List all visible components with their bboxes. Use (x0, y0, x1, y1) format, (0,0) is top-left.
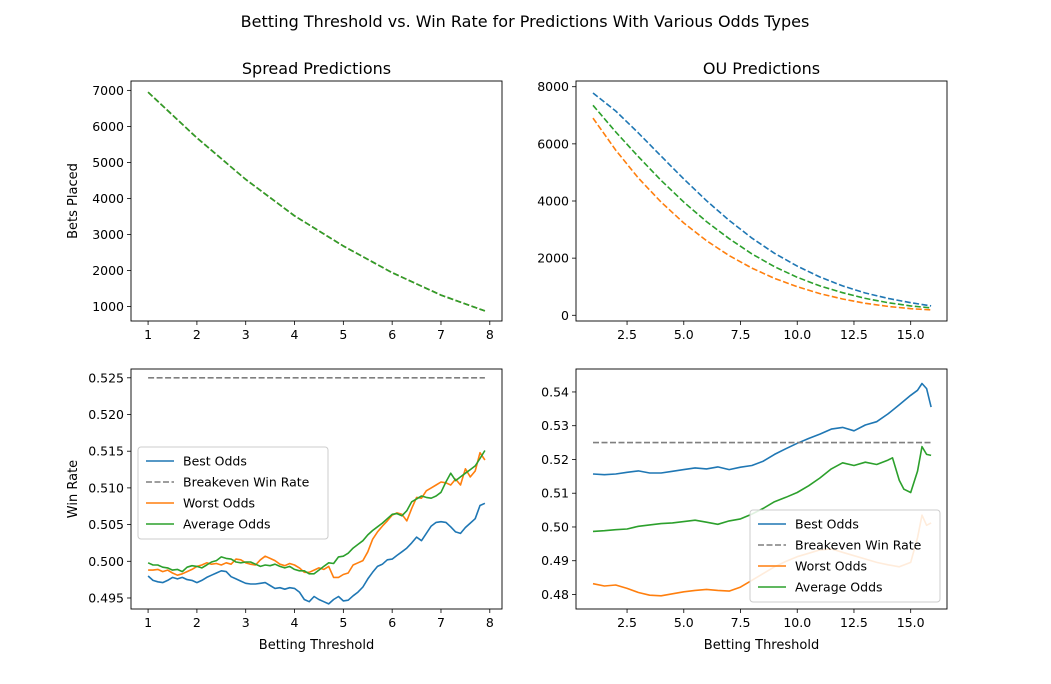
y-axis-label: Bets Placed (66, 163, 81, 239)
x-tick-label: 5 (339, 615, 347, 630)
x-tick-label: 5.0 (674, 615, 694, 630)
x-tick-label: 2 (193, 327, 201, 342)
y-tick-label: 0.54 (541, 384, 569, 399)
legend-label-breakeven: Breakeven Win Rate (795, 538, 922, 553)
x-tick-label: 2.5 (617, 327, 637, 342)
figure-title: Betting Threshold vs. Win Rate for Predi… (241, 12, 810, 31)
subplot-grid: 1 2 3 4 5 6 7 8 1000 2000 3000 4000 5000 6000 7000 Spre… (66, 59, 948, 653)
subplot-ou_winrate: 2.5 5.0 7.5 10.0 12.5 15.0 0.48 0.49 0.50 0.51 0.5… (541, 368, 948, 653)
legend-frame (749, 509, 941, 603)
y-tick-label: 0.52 (541, 452, 569, 467)
y-tick-label: 4000 (92, 191, 124, 206)
y-tick-label: 0.500 (88, 554, 124, 569)
series-line-average (147, 450, 486, 575)
legend-label-worst: Worst Odds (795, 559, 867, 574)
series-line-average (592, 104, 932, 309)
series-line-best (592, 382, 932, 476)
y-tick-label: 2000 (537, 251, 569, 266)
x-tick-label: 1 (144, 615, 152, 630)
x-tick-label: 8 (486, 327, 494, 342)
x-tick-label: 7.5 (731, 327, 751, 342)
y-tick-label: 0.495 (88, 590, 124, 605)
y-tick-label: 7000 (92, 83, 124, 98)
y-tick-label: 6000 (537, 136, 569, 151)
subplot-ou_bets: 2.5 5.0 7.5 10.0 12.5 15.0 0 2000 4000 6000 8000 OU… (537, 59, 948, 342)
y-tick-label: 0.51 (541, 486, 569, 501)
y-tick-label: 1000 (92, 299, 124, 314)
axes-frame (130, 80, 503, 322)
subplot-spread_bets: 1 2 3 4 5 6 7 8 1000 2000 3000 4000 5000 6000 7000 Spre… (66, 59, 503, 342)
x-tick-label: 2.5 (617, 615, 637, 630)
x-tick-label: 12.5 (840, 327, 868, 342)
legend: Best Odds Breakeven Win Rate Worst Odds Ave… (749, 509, 941, 603)
legend-label-best: Best Odds (183, 454, 247, 469)
y-tick-label: 2000 (92, 263, 124, 278)
y-tick-label: 8000 (537, 79, 569, 94)
x-tick-label: 2 (193, 615, 201, 630)
series-group (147, 91, 486, 312)
x-tick-label: 6 (388, 615, 396, 630)
x-tick-label: 12.5 (840, 615, 868, 630)
subplot-title: OU Predictions (703, 59, 820, 78)
y-tick-label: 0.520 (88, 407, 124, 422)
legend-label-best: Best Odds (795, 517, 859, 532)
y-tick-label: 0.515 (88, 444, 124, 459)
series-line-average (592, 445, 932, 533)
legend-label-breakeven: Breakeven Win Rate (183, 475, 310, 490)
x-tick-label: 7.5 (731, 615, 751, 630)
x-axis-label: Betting Threshold (259, 638, 374, 653)
legend-frame (137, 446, 329, 540)
x-tick-label: 3 (242, 327, 250, 342)
axes-frame (130, 368, 503, 610)
y-tick-label: 0 (561, 308, 569, 323)
series-line-best (147, 502, 486, 605)
y-tick-label: 0.53 (541, 418, 569, 433)
x-tick-label: 4 (291, 615, 299, 630)
series-line-worst (592, 117, 932, 311)
y-tick-label: 0.50 (541, 519, 569, 534)
legend-label-average: Average Odds (183, 517, 271, 532)
x-tick-label: 15.0 (897, 615, 925, 630)
x-tick-label: 5 (339, 327, 347, 342)
x-tick-label: 3 (242, 615, 250, 630)
x-tick-label: 1 (144, 327, 152, 342)
x-tick-label: 10.0 (783, 615, 811, 630)
y-tick-label: 0.49 (541, 553, 569, 568)
series-group (592, 92, 932, 311)
series-line-best (592, 92, 932, 307)
y-tick-label: 4000 (537, 194, 569, 209)
axes-frame (575, 368, 948, 610)
y-tick-label: 0.525 (88, 370, 124, 385)
series-line-average (147, 91, 486, 312)
y-tick-label: 3000 (92, 227, 124, 242)
x-tick-label: 10.0 (783, 327, 811, 342)
subplot-title: Spread Predictions (242, 59, 391, 78)
x-tick-label: 5.0 (674, 327, 694, 342)
y-axis-label: Win Rate (66, 460, 81, 518)
series-line-worst (148, 451, 486, 579)
series-group (147, 376, 486, 605)
subplot-spread_winrate: 1 2 3 4 5 6 7 8 0.495 0.500 0.505 0.510 0.515 0.520 0.… (66, 368, 503, 653)
y-tick-label: 0.48 (541, 587, 569, 602)
x-tick-label: 4 (291, 327, 299, 342)
x-tick-label: 7 (437, 327, 445, 342)
x-tick-label: 7 (437, 615, 445, 630)
x-tick-label: 15.0 (897, 327, 925, 342)
y-tick-label: 0.510 (88, 480, 124, 495)
x-axis-label: Betting Threshold (704, 638, 819, 653)
y-tick-label: 6000 (92, 119, 124, 134)
x-tick-label: 6 (388, 327, 396, 342)
legend-label-worst: Worst Odds (183, 496, 255, 511)
legend-label-average: Average Odds (795, 580, 883, 595)
x-tick-label: 8 (486, 615, 494, 630)
y-tick-label: 5000 (92, 155, 124, 170)
y-tick-label: 0.505 (88, 517, 124, 532)
legend: Best Odds Breakeven Win Rate Worst Odds Ave… (137, 446, 329, 540)
